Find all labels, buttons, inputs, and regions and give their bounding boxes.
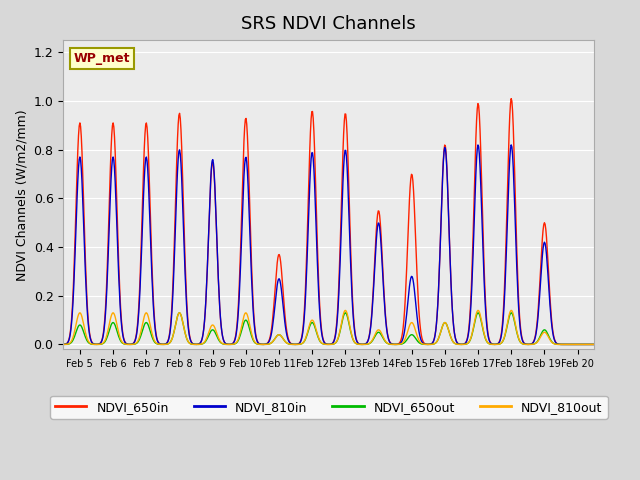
Line: NDVI_810in: NDVI_810in	[63, 145, 595, 345]
NDVI_650out	[591, 342, 598, 348]
NDVI_810out	[122, 341, 129, 347]
NDVI_650out	[413, 337, 421, 343]
Legend: NDVI_650in, NDVI_810in, NDVI_650out, NDVI_810out: NDVI_650in, NDVI_810in, NDVI_650out, NDV…	[50, 396, 607, 419]
NDVI_810out	[266, 341, 273, 347]
NDVI_810out	[383, 340, 391, 346]
NDVI_650out	[246, 326, 253, 332]
Line: NDVI_650out: NDVI_650out	[63, 313, 595, 345]
NDVI_810in	[508, 142, 515, 148]
NDVI_650out	[383, 340, 391, 346]
NDVI_810out	[60, 342, 67, 348]
NDVI_810in	[413, 313, 421, 319]
NDVI_650in	[266, 336, 273, 342]
NDVI_810out	[413, 333, 421, 338]
NDVI_650out	[220, 341, 227, 347]
Line: NDVI_650in: NDVI_650in	[63, 98, 595, 345]
NDVI_810in	[220, 336, 227, 342]
Y-axis label: NDVI Channels (W/m2/mm): NDVI Channels (W/m2/mm)	[15, 109, 28, 280]
NDVI_810in	[122, 340, 129, 346]
NDVI_810in	[383, 330, 391, 336]
NDVI_650in	[383, 329, 391, 335]
NDVI_650in	[508, 96, 515, 101]
NDVI_650in	[413, 271, 421, 277]
NDVI_810out	[220, 341, 227, 347]
NDVI_650in	[591, 342, 598, 348]
NDVI_650in	[122, 340, 129, 346]
Line: NDVI_810out: NDVI_810out	[63, 311, 595, 345]
NDVI_650out	[122, 341, 129, 347]
NDVI_650in	[246, 194, 253, 200]
NDVI_810out	[508, 308, 515, 313]
Title: SRS NDVI Channels: SRS NDVI Channels	[241, 15, 416, 33]
NDVI_810in	[266, 337, 273, 343]
NDVI_650out	[508, 310, 515, 316]
NDVI_650in	[220, 336, 227, 342]
NDVI_810out	[246, 321, 253, 327]
NDVI_650out	[266, 341, 273, 347]
NDVI_810out	[591, 342, 598, 348]
NDVI_810in	[60, 342, 67, 348]
NDVI_650in	[60, 341, 67, 347]
Text: WP_met: WP_met	[74, 52, 131, 65]
NDVI_650out	[60, 342, 67, 348]
NDVI_810in	[591, 342, 598, 348]
NDVI_810in	[246, 220, 253, 226]
